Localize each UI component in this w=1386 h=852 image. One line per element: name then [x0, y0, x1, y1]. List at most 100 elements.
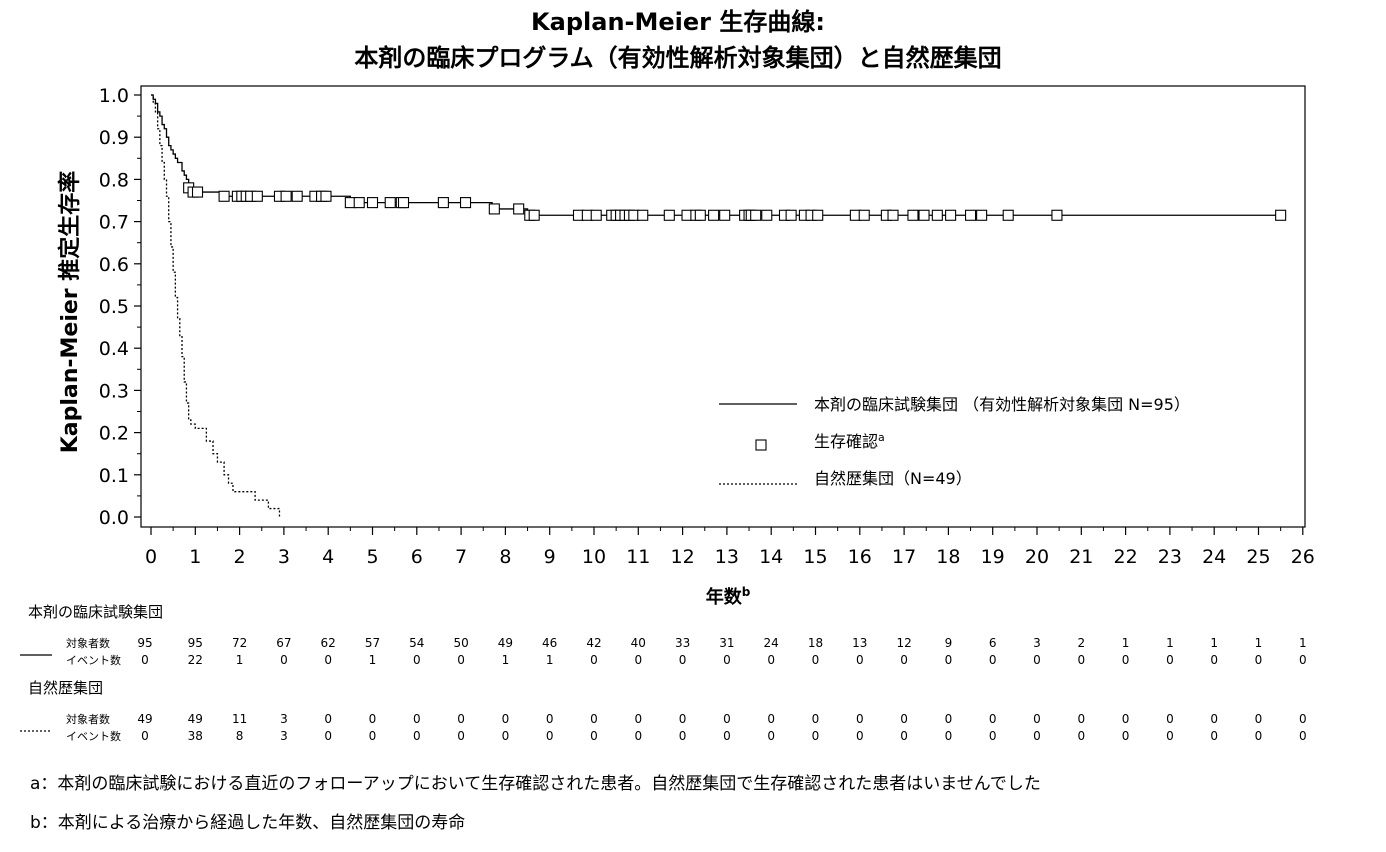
x-tick-label: 4	[322, 546, 334, 568]
risk-table-cell: 0	[989, 729, 997, 743]
x-tick-label: 3	[278, 546, 290, 568]
risk-table-cell: 0	[1210, 729, 1218, 743]
risk-table-cell: 1	[1166, 636, 1174, 650]
censor-marker	[1275, 209, 1287, 221]
risk-table-cell: 1	[546, 653, 554, 667]
risk-table-cell: 49	[137, 712, 152, 726]
risk-table-cell: 0	[900, 729, 908, 743]
censor-marker	[785, 209, 797, 221]
x-tick-label: 7	[455, 546, 467, 568]
risk-table-cell: 0	[1166, 712, 1174, 726]
risk-table-cell: 54	[409, 636, 424, 650]
natural-history-survival-curve	[151, 94, 281, 517]
risk-table-cell: 0	[679, 729, 687, 743]
y-tick-label: 0.9	[99, 127, 129, 149]
risk-table-cell: 0	[634, 712, 642, 726]
risk-table-cell: 38	[188, 729, 203, 743]
risk-table-cell: 24	[764, 636, 779, 650]
censor-marker	[590, 209, 602, 221]
censor-marker	[907, 209, 919, 221]
risk-table-cell: 0	[1033, 653, 1041, 667]
risk-table-cell: 0	[413, 712, 421, 726]
legend-label-treatment: 本剤の臨床試験集団 （有効性解析対象集団 N=95）	[814, 395, 1190, 414]
risk-table-cell: 1	[1255, 636, 1263, 650]
censor-marker	[280, 190, 292, 202]
risk-table-cell: 0	[634, 729, 642, 743]
x-tick-label: 17	[892, 546, 916, 568]
y-tick-label: 0.4	[99, 338, 129, 360]
risk-table-cell: 0	[900, 653, 908, 667]
risk-table-cell: 0	[856, 653, 864, 667]
x-tick-label: 10	[582, 546, 606, 568]
censor-marker	[931, 209, 943, 221]
risk-table-cell: 0	[1299, 729, 1307, 743]
censor-marker	[918, 209, 930, 221]
x-tick-label: 25	[1246, 546, 1270, 568]
risk-table-cell: 1	[1299, 636, 1307, 650]
y-tick-label: 0.2	[99, 423, 129, 445]
risk-row-label: 対象者数	[66, 712, 110, 726]
risk-table-cell: 0	[945, 729, 953, 743]
risk-table-cell: 1	[369, 653, 377, 667]
risk-table-cell: 0	[1122, 712, 1130, 726]
x-tick-label: 20	[1025, 546, 1049, 568]
y-tick-label: 0.1	[99, 465, 129, 487]
risk-table-cell: 95	[188, 636, 203, 650]
risk-table-cell: 0	[900, 712, 908, 726]
risk-table-cell: 0	[413, 653, 421, 667]
risk-table-cell: 0	[989, 653, 997, 667]
risk-table-cell: 9	[945, 636, 953, 650]
risk-table-cell: 0	[1122, 653, 1130, 667]
y-tick-label: 0.5	[99, 296, 129, 318]
risk-table-cell: 0	[1033, 712, 1041, 726]
censor-marker	[964, 209, 977, 221]
risk-table-cell: 95	[137, 636, 152, 650]
risk-table-cell: 33	[675, 636, 690, 650]
risk-table-cell: 0	[1166, 729, 1174, 743]
censor-marker	[320, 190, 332, 202]
risk-table-cell: 0	[457, 712, 465, 726]
risk-table-cell: 0	[590, 712, 598, 726]
risk-table-cell: 0	[324, 653, 332, 667]
censor-marker	[719, 209, 731, 221]
risk-table-cell: 11	[232, 712, 247, 726]
risk-table-cell: 0	[1033, 729, 1041, 743]
x-tick-label: 0	[145, 546, 157, 568]
x-tick-label: 2	[234, 546, 246, 568]
risk-group-label: 自然歴集団	[28, 679, 103, 697]
risk-table-cell: 0	[457, 653, 465, 667]
risk-row-label: 対象者数	[66, 636, 110, 650]
risk-table-cell: 0	[1255, 653, 1263, 667]
risk-table-cell: 46	[542, 636, 557, 650]
risk-table-cell: 57	[365, 636, 380, 650]
x-tick-label: 26	[1291, 546, 1315, 568]
risk-table-cell: 0	[1210, 653, 1218, 667]
plot-frame	[140, 85, 1306, 528]
x-tick-label: 19	[981, 546, 1005, 568]
risk-table-cell: 50	[453, 636, 468, 650]
risk-table-cell: 31	[719, 636, 734, 650]
risk-table-cell: 3	[280, 712, 288, 726]
risk-table-cell: 0	[856, 729, 864, 743]
risk-table-cell: 0	[767, 653, 775, 667]
risk-table-cell: 0	[590, 729, 598, 743]
censor-marker	[1051, 209, 1063, 221]
x-tick-label: 23	[1158, 546, 1182, 568]
x-tick-label: 22	[1114, 546, 1138, 568]
censor-marker	[750, 209, 762, 221]
risk-table-cell: 0	[502, 729, 510, 743]
risk-table-cell: 0	[324, 712, 332, 726]
censor-marker	[708, 209, 720, 221]
risk-table-cell: 0	[723, 653, 731, 667]
censor-marker	[291, 190, 303, 202]
risk-table-cell: 0	[546, 712, 554, 726]
legend-label-censored: 生存確認a	[814, 431, 885, 451]
censor-marker	[858, 209, 870, 221]
x-tick-label: 18	[936, 546, 960, 568]
x-tick-label: 9	[544, 546, 556, 568]
censor-marker	[663, 209, 675, 221]
censor-marker	[513, 203, 525, 215]
risk-table-cell: 72	[232, 636, 247, 650]
x-tick-label: 11	[626, 546, 650, 568]
censor-marker	[397, 197, 410, 209]
